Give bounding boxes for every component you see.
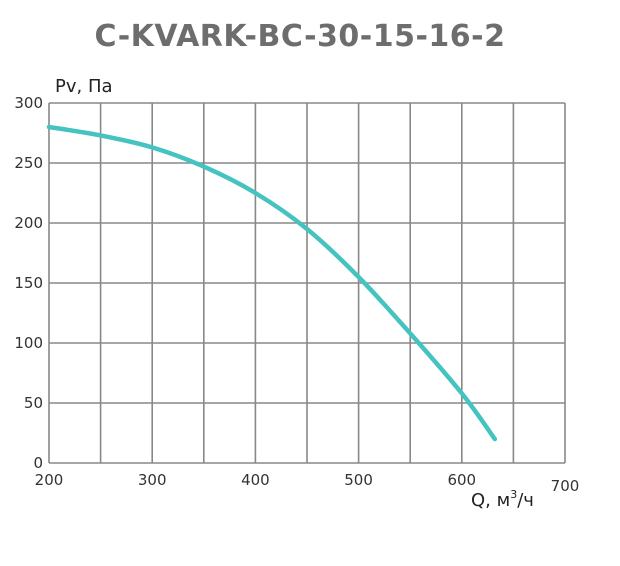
x-tick-label: 600 [447, 471, 476, 489]
x-tick-label: 400 [241, 471, 270, 489]
x-axis-label-suffix: /ч [517, 490, 534, 511]
x-axis-label-sup: 3 [510, 488, 517, 501]
y-axis-label: Pv, Па [55, 76, 113, 97]
x-tick-label: 300 [138, 471, 167, 489]
x-axis-label-main: Q, м [471, 490, 510, 511]
y-tick-label: 100 [14, 334, 43, 352]
y-tick-labels: 0 50 100 150 200 250 300 [14, 94, 43, 472]
x-tick-labels: 200 300 400 500 600 700 [35, 471, 580, 495]
y-tick-label: 0 [33, 454, 43, 472]
x-tick-label: 700 [551, 477, 580, 495]
grid [48, 102, 566, 464]
y-tick-label: 250 [14, 154, 43, 172]
x-tick-label: 200 [35, 471, 64, 489]
y-tick-label: 300 [14, 94, 43, 112]
y-tick-label: 200 [14, 214, 43, 232]
y-tick-label: 150 [14, 274, 43, 292]
chart-title: C-KVARK-BC-30-15-16-2 [95, 19, 506, 54]
x-tick-label: 500 [344, 471, 373, 489]
series [46, 124, 498, 442]
x-axis-label: Q, м3/ч [471, 488, 534, 511]
y-tick-label: 50 [24, 394, 43, 412]
series-line [46, 124, 498, 442]
